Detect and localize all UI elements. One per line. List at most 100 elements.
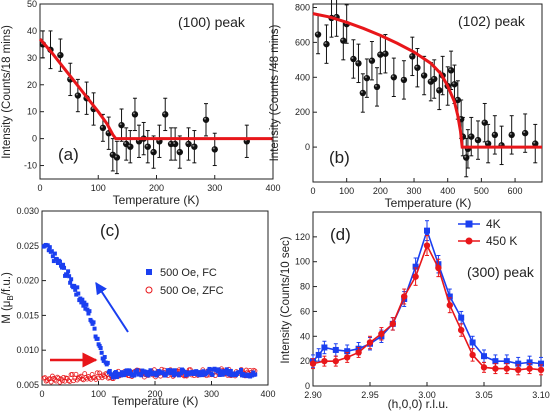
data-point-highlight-a — [186, 142, 189, 144]
data-point-b — [431, 75, 438, 83]
data-point-fc — [200, 373, 205, 378]
x-tick-label-d: 2.90 — [304, 390, 322, 400]
data-point-fc — [224, 367, 229, 372]
data-point-zfc — [81, 377, 86, 383]
data-point-a — [185, 140, 192, 148]
data-point-zfc — [52, 377, 58, 383]
data-point-highlight-a — [100, 125, 103, 128]
axis-ticks-d: 2.90 2.95 3.00 3.05 3.10 0 20 40 60 80 100 120 — [295, 232, 550, 400]
panel-label-c: (c) — [100, 221, 120, 240]
legend-label-fc: 500 Oe, FC — [160, 267, 217, 279]
y-tick-label-c: 0.015 — [16, 310, 39, 320]
data-point-fc — [129, 371, 134, 376]
data-point-highlight-b — [492, 132, 495, 135]
data-point-fc — [74, 292, 79, 297]
data-point-d — [515, 360, 522, 367]
data-point-fc — [101, 358, 106, 363]
data-point-d — [389, 320, 396, 328]
data-point-fc — [148, 368, 153, 373]
series-line-d-0 — [312, 228, 542, 365]
data-point-fc — [135, 368, 140, 373]
data-point-d — [315, 351, 322, 358]
data-point-fc — [46, 248, 51, 253]
data-point-a — [74, 92, 82, 99]
data-point-fc — [155, 371, 160, 376]
data-point-fc — [126, 371, 131, 376]
data-point-fc — [50, 254, 55, 259]
data-point-fc — [250, 373, 255, 378]
data-point-d — [469, 339, 476, 346]
data-point-d — [344, 354, 351, 361]
data-point-highlight-b — [401, 77, 404, 80]
plot-area-d — [309, 220, 545, 376]
x-tick-label-d: 3.05 — [475, 390, 493, 400]
data-point-fc — [52, 251, 57, 256]
data-point-fc — [65, 272, 70, 277]
data-point-fc — [251, 370, 256, 375]
data-point-fc — [49, 249, 54, 254]
data-point-highlight-b — [374, 84, 377, 87]
data-point-d — [458, 326, 465, 334]
data-point-zfc — [48, 379, 54, 385]
data-point-highlight-b — [452, 82, 455, 85]
data-point-highlight-a — [192, 144, 195, 147]
data-point-d — [480, 364, 488, 371]
data-point-fc — [83, 306, 88, 311]
data-point-b — [390, 74, 398, 81]
panel-a: 0 100 200 300 400 -10 0 10 20 30 40 50 (100) peak (… — [1, 0, 281, 207]
x-tick-label-d: 3.00 — [418, 390, 436, 400]
fit-curve-a — [38, 38, 273, 141]
y-tick-label-b: 400 — [295, 72, 310, 82]
plot-area-c — [41, 242, 258, 385]
data-point-fc — [80, 297, 85, 302]
legend-marker-fc — [146, 269, 152, 275]
data-point-highlight-a — [204, 117, 207, 120]
data-point-d — [378, 330, 385, 337]
x-tick-label-b: 100 — [339, 186, 354, 196]
data-point-d — [538, 360, 544, 367]
data-point-highlight-a — [212, 147, 215, 150]
x-tick-label-c: 0 — [39, 389, 44, 399]
x-tick-label-c: 100 — [91, 389, 106, 399]
data-point-fc — [172, 368, 177, 373]
data-point-highlight-b — [316, 32, 319, 35]
x-tick-label-a: 300 — [207, 183, 222, 193]
data-point-zfc — [82, 371, 88, 376]
y-tick-label-c: 0.020 — [16, 276, 39, 286]
data-point-d — [321, 344, 328, 351]
x-tick-label-a: 200 — [149, 183, 164, 193]
data-point-b — [451, 81, 458, 88]
x-tick-label-a: 100 — [91, 183, 106, 193]
data-point-d — [481, 353, 487, 360]
data-point-highlight-b — [422, 73, 425, 76]
data-point-fc — [208, 367, 213, 372]
data-point-zfc — [49, 373, 55, 379]
x-axis-label-c: Temperature (K) — [112, 394, 199, 408]
y-tick-label-c: 0.010 — [16, 345, 39, 355]
data-point-a — [176, 148, 183, 156]
data-point-zfc — [93, 377, 99, 382]
data-point-d — [401, 293, 408, 300]
y-tick-label-b: 600 — [295, 37, 310, 47]
y-tick-label-c: 0.030 — [16, 206, 39, 216]
data-point-highlight-b — [533, 141, 536, 144]
x-tick-label-b: 0 — [310, 186, 315, 196]
data-point-fc — [178, 371, 183, 376]
axis-ticks-c: 0 100 200 300 400 0.005 0.010 0.015 0.020 0.025 0.… — [16, 206, 275, 399]
data-point-highlight-b — [364, 76, 367, 79]
data-point-fc — [85, 307, 90, 312]
y-tick-label-c: 0.005 — [16, 380, 39, 390]
data-point-fc — [168, 371, 173, 376]
data-point-highlight-b — [486, 141, 489, 144]
data-point-highlight-b — [449, 68, 452, 71]
data-point-highlight-a — [145, 144, 148, 147]
data-point-fc — [225, 369, 230, 374]
data-point-a — [118, 121, 125, 129]
data-point-fc — [55, 261, 60, 266]
data-point-highlight-a — [110, 152, 113, 155]
data-point-highlight-b — [341, 38, 344, 41]
data-point-fc — [45, 243, 50, 248]
data-point-b — [414, 64, 421, 71]
y-tick-label-d: 100 — [295, 257, 310, 267]
data-point-fc — [98, 346, 103, 351]
